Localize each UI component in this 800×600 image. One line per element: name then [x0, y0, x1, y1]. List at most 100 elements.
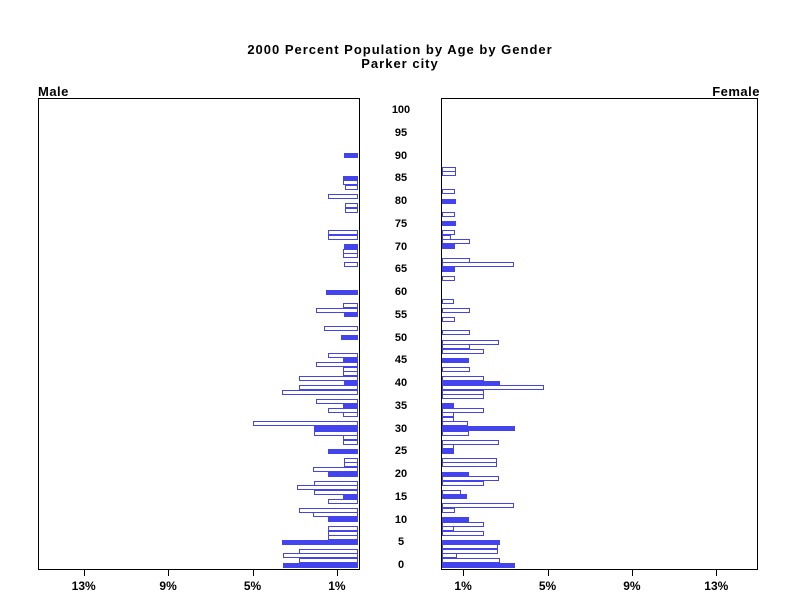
age-tick-label-90: 90: [394, 149, 408, 162]
age-tick-label-20: 20: [394, 468, 408, 480]
age-tick-label-75: 75: [394, 217, 408, 230]
percent-tick: [83, 570, 85, 576]
male-bar-age-84: [343, 180, 358, 186]
percent-tick: [631, 570, 633, 576]
male-bar-age-90: [344, 153, 358, 158]
female-bar-age-0: [442, 562, 515, 568]
female-bar-age-35: [442, 403, 454, 409]
female-bar-age-1: [442, 557, 501, 563]
male-bar-age-10: [328, 517, 358, 522]
female-bar-age-54: [442, 316, 455, 322]
male-bar-age-2: [283, 553, 358, 559]
male-bar-age-50: [341, 335, 358, 340]
male-bar-age-39: [298, 385, 358, 391]
age-tick-label-70: 70: [394, 240, 408, 253]
male-bar-age-22: [344, 462, 358, 468]
female-bar-age-72: [442, 234, 452, 240]
male-bar-age-79: [345, 203, 358, 209]
female-bar-age-73: [442, 230, 455, 236]
female-bar-age-48: [442, 344, 471, 350]
female-bar-age-29: [442, 430, 470, 436]
female-bar-age-75: [442, 221, 456, 227]
male-bar-age-0: [283, 562, 358, 568]
female-bar-age-49: [442, 339, 499, 345]
male-bar-age-70: [344, 244, 358, 249]
male-bar-age-66: [344, 262, 358, 268]
male-bar-age-56: [315, 307, 358, 313]
female-bar-age-26: [442, 444, 454, 450]
male-bar-age-16: [313, 489, 358, 495]
female-bar-age-86: [442, 171, 456, 177]
female-bar-age-70: [442, 244, 455, 249]
percent-tick-label-13%: 13%: [704, 579, 729, 593]
male-bar-age-60: [326, 289, 358, 295]
male-bar-age-44: [315, 362, 358, 368]
male-bar-age-72: [328, 234, 358, 240]
chart-subtitle: Parker city: [361, 56, 439, 71]
male-bar-age-21: [312, 466, 358, 472]
female-bar-age-5: [442, 539, 501, 545]
percent-tick-label-1%: 1%: [454, 579, 472, 593]
age-tick-label-45: 45: [394, 354, 408, 367]
male-bar-age-18: [313, 480, 358, 486]
age-tick-label-25: 25: [394, 445, 408, 458]
female-bar-age-41: [442, 375, 485, 381]
age-tick-label-80: 80: [394, 195, 408, 207]
female-bar-age-45: [442, 357, 470, 363]
female-bar-age-25: [442, 448, 454, 454]
female-panel-label: Female: [712, 84, 760, 99]
male-bar-age-68: [343, 253, 358, 259]
female-bar-age-82: [442, 189, 455, 195]
male-bar-age-33: [343, 412, 358, 418]
female-bar-age-12: [442, 507, 455, 513]
percent-tick: [168, 570, 170, 576]
percent-tick: [336, 570, 338, 576]
male-bar-age-57: [343, 303, 358, 309]
female-bar-age-13: [442, 503, 514, 509]
age-tick-label-95: 95: [394, 126, 408, 139]
male-bar-age-36: [315, 398, 358, 404]
age-tick-label-35: 35: [394, 399, 408, 412]
percent-tick-label-1%: 1%: [328, 579, 346, 593]
female-bar-age-27: [442, 439, 499, 445]
female-bar-age-65: [442, 266, 455, 272]
male-panel-box: [38, 98, 360, 570]
female-bar-age-19: [442, 476, 499, 482]
chart-title: 2000 Percent Population by Age by Gender: [247, 42, 553, 57]
male-bar-age-42: [343, 371, 358, 377]
age-tick-label-40: 40: [394, 377, 408, 389]
male-bar-age-41: [298, 375, 358, 381]
male-bar-age-14: [328, 498, 358, 504]
age-tick-label-60: 60: [394, 286, 408, 298]
female-bar-age-51: [442, 330, 471, 336]
age-tick-label-85: 85: [394, 172, 408, 185]
age-tick-label-55: 55: [394, 308, 408, 321]
age-tick-label-5: 5: [397, 536, 405, 549]
female-bar-age-10: [442, 517, 470, 522]
percent-tick: [252, 570, 254, 576]
female-bar-age-2: [442, 553, 457, 559]
percent-tick-label-9%: 9%: [623, 579, 641, 593]
male-bar-age-5: [282, 539, 358, 545]
age-tick-label-50: 50: [394, 331, 408, 344]
age-tick-label-100: 100: [391, 104, 411, 116]
female-bar-age-7: [442, 530, 485, 536]
age-tick-label-30: 30: [394, 422, 408, 435]
male-bar-age-8: [328, 526, 358, 532]
female-bar-age-8: [442, 526, 454, 532]
age-tick-label-10: 10: [394, 513, 408, 526]
male-bar-age-83: [345, 184, 358, 190]
percent-tick-label-5%: 5%: [243, 579, 262, 593]
female-bar-age-66: [442, 262, 514, 268]
male-bar-age-27: [343, 439, 358, 445]
male-bar-age-45: [343, 357, 358, 363]
percent-tick: [547, 570, 549, 576]
female-bar-age-37: [442, 394, 485, 400]
male-bar-age-40: [344, 380, 358, 386]
male-bar-age-81: [328, 193, 358, 199]
female-bar-age-80: [442, 198, 456, 204]
male-bar-age-69: [343, 248, 358, 254]
male-bar-age-20: [328, 471, 358, 477]
female-bar-age-16: [442, 489, 461, 495]
male-bar-age-25: [328, 448, 358, 454]
